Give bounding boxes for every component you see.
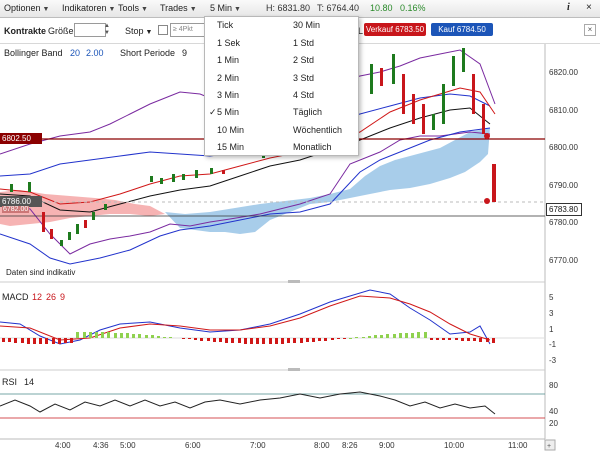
short-label: Short Periode: [120, 48, 176, 58]
time-tick: 4:36: [93, 441, 109, 450]
band-blue-2: [0, 127, 491, 265]
time-tick: 9:00: [379, 441, 395, 450]
short-val: 9: [182, 48, 188, 58]
cloud-blue: [165, 128, 490, 234]
groesse-label: Größe: [48, 26, 74, 36]
svg-text:1: 1: [549, 325, 554, 334]
y-tick: 6780.00: [549, 218, 578, 227]
y-tick: 6810.00: [549, 106, 578, 115]
y-tick: 6820.00: [549, 68, 578, 77]
dd-10min[interactable]: 10 Min: [217, 125, 245, 135]
check-icon: ✓: [209, 107, 217, 117]
dd-4std[interactable]: 4 Std: [293, 90, 315, 100]
svg-text:5: 5: [549, 293, 554, 302]
change-pct: 0.16%: [400, 3, 426, 13]
time-tick: 11:00: [508, 441, 528, 450]
stop-select[interactable]: Stop ▼: [125, 26, 153, 36]
time-tick: 6:00: [185, 441, 201, 450]
kontrakte-label: Kontrakte: [4, 26, 47, 36]
bollinger-lower: [0, 131, 491, 255]
dd-taeglich[interactable]: Täglich: [293, 107, 323, 117]
dd-2min[interactable]: 2 Min: [217, 73, 240, 83]
chart-svg: 6820.00 6810.00 6800.00 6790.00 6780.00 …: [0, 44, 578, 451]
rsi-y-ticks: 80 40 20: [549, 381, 558, 428]
change-value: 10.80: [370, 3, 393, 13]
bb-param-2: 2.00: [86, 48, 104, 58]
menu-optionen[interactable]: Optionen ▼: [4, 3, 50, 13]
resize-handle[interactable]: [288, 280, 300, 283]
macd-label: MACD: [2, 292, 29, 302]
svg-text:20: 20: [549, 419, 558, 428]
size-stepper[interactable]: ▲ ▼: [104, 23, 110, 36]
y-tick: 6770.00: [549, 256, 578, 265]
dd-3min[interactable]: 3 Min: [217, 90, 240, 100]
y-tick: 6800.00: [549, 143, 578, 152]
price-tag-6802: 6802.50: [0, 133, 42, 144]
close-order-icon[interactable]: ×: [584, 24, 596, 36]
macd-y-ticks: 5 3 1 -1 -3: [549, 293, 557, 365]
zoom-icon[interactable]: +: [547, 443, 551, 450]
rsi-line: [0, 391, 496, 415]
svg-text:-1: -1: [549, 340, 557, 349]
footnote: Daten sind indikativ: [6, 268, 76, 277]
y-axis-ticks: 6820.00 6810.00 6800.00 6790.00 6780.00 …: [549, 68, 578, 265]
zoom-button[interactable]: [544, 439, 556, 451]
stop-checkbox[interactable]: [158, 25, 168, 35]
sell-button[interactable]: Verkauf 6783.50: [364, 23, 426, 36]
time-tick: 10:00: [444, 441, 465, 450]
dd-5min[interactable]: 5 Min: [217, 107, 240, 117]
stop-input[interactable]: ≥ 4Pkt: [170, 23, 208, 37]
macd-line-blue: [0, 289, 491, 345]
menu-trades[interactable]: Trades ▼: [160, 3, 197, 13]
menu-indikatoren[interactable]: Indikatoren ▼: [62, 3, 116, 13]
time-tick: 5:00: [120, 441, 136, 450]
buy-button[interactable]: Kauf 6784.50: [431, 23, 493, 36]
macd-p3: 9: [60, 292, 66, 302]
limit-label: L: [358, 26, 364, 36]
time-tick: 7:00: [250, 441, 266, 450]
dd-monatlich[interactable]: Monatlich: [293, 142, 332, 152]
macd-line-red: [0, 295, 491, 341]
menu-interval[interactable]: 5 Min ▼: [210, 3, 241, 13]
high-value: H: 6831.80: [266, 3, 311, 13]
info-icon[interactable]: i: [567, 2, 570, 13]
rsi-label: RSI: [2, 377, 18, 387]
time-tick: 8:00: [314, 441, 330, 450]
menu-tools[interactable]: Tools ▼: [118, 3, 148, 13]
dd-3std[interactable]: 3 Std: [293, 73, 315, 83]
price-tag-6782: 6782.00: [2, 206, 30, 213]
y-tick: 6790.00: [549, 181, 578, 190]
dd-1min[interactable]: 1 Min: [217, 55, 240, 65]
macd-p1: 12: [32, 292, 43, 302]
candles: [10, 48, 496, 246]
svg-text:40: 40: [549, 407, 558, 416]
indicator-label: Bollinger Band: [4, 48, 63, 58]
low-value: T: 6764.40: [317, 3, 360, 13]
svg-text:3: 3: [549, 309, 554, 318]
resize-handle[interactable]: [288, 368, 300, 371]
dd-30min[interactable]: 30 Min: [293, 20, 321, 30]
price-tag-current: 6783.80: [546, 203, 582, 216]
dd-tick[interactable]: Tick: [217, 20, 234, 30]
dd-1std[interactable]: 1 Std: [293, 38, 315, 48]
dd-woechentlich[interactable]: Wöchentlich: [293, 125, 343, 135]
svg-text:80: 80: [549, 381, 558, 390]
size-input[interactable]: [74, 23, 106, 37]
svg-text:-3: -3: [549, 356, 557, 365]
time-tick: 4:00: [55, 441, 71, 450]
dd-1sek[interactable]: 1 Sek: [217, 38, 241, 48]
dd-15min[interactable]: 15 Min: [217, 142, 245, 152]
macd-p2: 26: [46, 292, 57, 302]
close-icon[interactable]: ×: [586, 2, 592, 13]
interval-dropdown: Tick 1 Sek 1 Min 2 Min 3 Min ✓ 5 Min 10 …: [204, 16, 359, 156]
time-axis: 4:00 4:36 5:00 6:00 7:00 8:00 8:26 9:00 …: [55, 441, 528, 450]
price-tag-6786: 6786.00: [0, 196, 42, 207]
time-tick: 8:26: [342, 441, 358, 450]
bb-param-1: 20: [70, 48, 81, 58]
rsi-period: 14: [24, 377, 35, 387]
dd-2std[interactable]: 2 Std: [293, 55, 315, 65]
